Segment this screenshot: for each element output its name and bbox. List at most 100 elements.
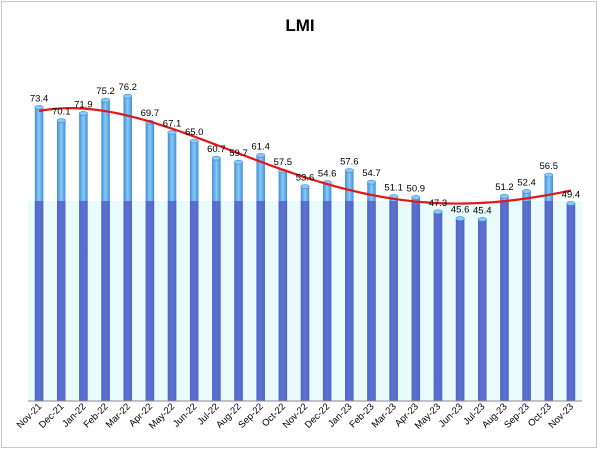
bar-cap: [256, 153, 266, 158]
trend-line: [38, 107, 572, 205]
bar-Apr-22: [145, 119, 155, 401]
value-label-Mar-22: 76.2: [118, 82, 137, 93]
bar-Jan-22: [78, 111, 88, 402]
value-label-Dec-22: 54.6: [318, 169, 337, 180]
x-tick-Nov-23: Nov-23: [547, 401, 576, 430]
bar-series: [34, 93, 576, 402]
x-tick-Sep-22: Sep-22: [236, 401, 265, 430]
bar-Jan-23: [344, 168, 354, 401]
bar-Nov-23: [566, 201, 576, 401]
x-tick-Mar-22: Mar-22: [104, 401, 133, 430]
value-label-Nov-22: 53.6: [296, 173, 315, 184]
bar-Jun-23: [455, 216, 465, 401]
bar-lower-segment: [411, 201, 421, 401]
bar-Dec-21: [56, 118, 66, 401]
bar-Jul-23: [477, 217, 487, 401]
bar-Apr-23: [411, 195, 421, 401]
bar-lower-segment: [345, 201, 354, 401]
bar-cap: [101, 97, 111, 103]
bar-Nov-22: [300, 184, 310, 401]
bar-cap: [433, 209, 443, 215]
bar-Aug-23: [499, 193, 509, 401]
bar-lower-segment: [478, 219, 487, 401]
value-label-Jan-23: 57.6: [340, 157, 359, 168]
bar-cap: [233, 159, 244, 165]
value-label-Jan-22: 71.9: [74, 99, 93, 110]
bar-lower-segment: [544, 201, 554, 401]
value-label-Dec-21: 70.1: [52, 107, 71, 118]
value-label-Jun-22: 65.0: [185, 127, 204, 138]
bar-lower-segment: [522, 201, 531, 401]
bar-lower-segment: [433, 211, 443, 401]
bar-cap: [123, 93, 133, 99]
bar-Aug-22: [233, 159, 244, 401]
value-label-Apr-23: 50.9: [407, 183, 426, 194]
bar-Dec-22: [322, 180, 332, 401]
bar-cap: [544, 172, 554, 178]
value-label-Oct-22: 57.5: [274, 157, 293, 168]
x-tick-Dec-21: Dec-21: [37, 401, 66, 430]
value-label-Nov-23: 49.4: [562, 189, 581, 200]
bar-cap: [189, 138, 199, 144]
value-label-Aug-23: 51.2: [495, 182, 514, 193]
x-tick-Dec-22: Dec-22: [303, 401, 332, 430]
x-tick-Sep-23: Sep-23: [502, 401, 531, 430]
value-label-Mar-23: 51.1: [384, 183, 403, 194]
bar-cap: [34, 105, 44, 110]
value-label-Feb-22: 75.2: [96, 86, 115, 97]
value-label-Sep-22: 61.4: [251, 141, 270, 152]
bar-lower-segment: [322, 201, 332, 401]
bar-cap: [211, 155, 221, 161]
bar-lower-segment: [34, 201, 44, 401]
bar-cap: [344, 168, 354, 173]
bar-lower-segment: [566, 203, 576, 401]
bar-lower-segment: [389, 201, 398, 401]
bar-lower-segment: [256, 201, 265, 401]
x-tick-labels: Nov-21Dec-21Jan-22Feb-22Mar-22Apr-22May-…: [15, 401, 576, 431]
value-labels: 73.470.171.975.2 76.2 69.767.165.060.7 59.7…: [30, 82, 580, 216]
bar-lower-segment: [278, 201, 288, 401]
bar-lower-segment: [367, 201, 376, 401]
bar-Oct-23: [544, 172, 554, 401]
bar-cap: [455, 216, 465, 221]
bar-cap: [522, 189, 532, 194]
bar-lower-segment: [455, 218, 465, 401]
bar-Jun-22: [189, 138, 199, 401]
value-label-Jul-22: 60.7: [207, 144, 226, 155]
bar-Oct-22: [278, 168, 288, 401]
bar-cap: [477, 217, 487, 222]
value-label-Nov-21: 73.4: [30, 93, 49, 104]
value-label-Jun-23: 45.6: [451, 205, 470, 216]
value-label-Aug-22: 59.7: [229, 148, 248, 159]
x-tick-Jun-23: Jun-23: [437, 401, 465, 429]
value-label-May-23: 47.3: [429, 198, 448, 209]
bar-lower-segment: [300, 201, 310, 401]
value-label-Feb-23: 54.7: [362, 168, 381, 179]
bar-cap: [499, 193, 509, 199]
bar-May-22: [167, 130, 177, 401]
bar-lower-segment: [145, 201, 155, 401]
bar-Feb-23: [366, 179, 377, 401]
bar-Sep-23: [522, 189, 532, 401]
bar-Nov-21: [34, 105, 44, 402]
bar-cap: [366, 179, 377, 185]
bar-lower-segment: [167, 201, 177, 401]
bar-Jul-22: [211, 155, 221, 401]
bar-cap: [566, 201, 576, 206]
value-label-May-22: 67.1: [163, 119, 182, 130]
bar-cap: [300, 184, 310, 189]
x-tick-Mar-23: Mar-23: [370, 401, 399, 430]
bar-lower-segment: [56, 201, 66, 401]
chart-title: LMI: [285, 16, 314, 35]
bar-lower-segment: [79, 201, 88, 401]
bar-May-23: [433, 209, 443, 401]
bar-cap: [56, 118, 66, 123]
bar-cap: [78, 111, 88, 116]
bar-lower-segment: [123, 201, 132, 401]
value-label-Apr-22: 69.7: [141, 108, 160, 119]
value-label-Oct-23: 56.5: [540, 161, 559, 172]
bar-cap: [411, 195, 421, 200]
bar-Mar-22: [123, 93, 133, 401]
